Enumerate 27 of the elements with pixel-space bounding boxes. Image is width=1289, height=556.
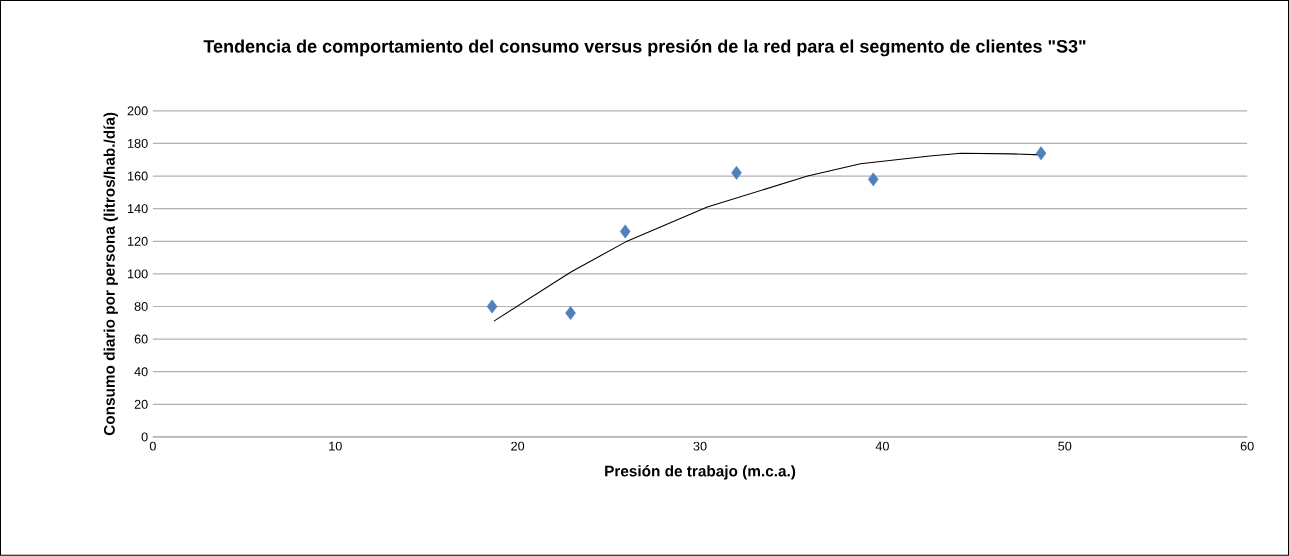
y-tick-label: 20 xyxy=(134,399,148,409)
y-tick-label: 140 xyxy=(127,204,148,214)
point xyxy=(565,306,576,321)
y-tick-label: 120 xyxy=(127,236,148,246)
y-tick-label: 200 xyxy=(127,106,148,116)
x-axis-title: Presión de trabajo (m.c.a.) xyxy=(605,465,796,480)
y-tick-label: 160 xyxy=(127,171,148,181)
x-tick-label: 40 xyxy=(875,441,889,451)
y-tick-label: 80 xyxy=(134,302,148,312)
point xyxy=(619,224,631,239)
chart-title: Tendencia de comportamiento del consumo versus presión de la red para el segmento de clientes "S3" xyxy=(203,39,1086,57)
x-tick-label: 50 xyxy=(1058,441,1072,451)
x-tick-label: 20 xyxy=(511,441,525,451)
y-tick-label: 40 xyxy=(134,367,148,377)
y-axis-title: Consumo diario por persona (litros/hab./día) xyxy=(103,112,118,436)
x-tick-label: 60 xyxy=(1240,441,1254,451)
point xyxy=(731,165,742,180)
y-tick-label: 0 xyxy=(141,432,148,442)
point xyxy=(486,299,498,314)
point xyxy=(1035,146,1047,161)
y-tick-label: 100 xyxy=(127,269,148,279)
x-tick-label: 30 xyxy=(693,441,707,451)
x-tick-label: 10 xyxy=(329,441,342,451)
point xyxy=(868,172,879,187)
y-tick-label: 60 xyxy=(134,334,148,344)
x-tick-label: 0 xyxy=(149,441,156,451)
y-tick-label: 180 xyxy=(127,139,148,149)
